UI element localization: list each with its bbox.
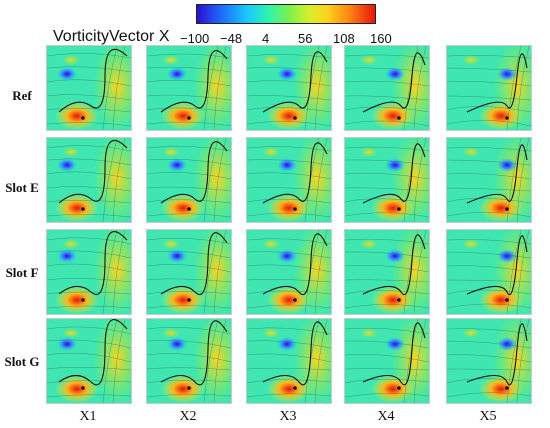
contour-panel (46, 229, 132, 315)
colorbar-tick: −100 (180, 31, 210, 46)
contour-panel (246, 229, 332, 315)
colorbar-title: VorticityVector X (53, 28, 170, 45)
contour-panel (46, 137, 132, 223)
column-label-x5: X5 (479, 409, 497, 424)
colorbar-tick: −48 (220, 31, 243, 46)
row-label-ref: Ref (12, 88, 32, 103)
row-label-slot-g: Slot G (4, 354, 40, 369)
contour-panel (146, 45, 232, 131)
row-label-slot-e: Slot E (5, 180, 39, 195)
column-label-x2: X2 (179, 409, 197, 424)
contour-panel (46, 318, 132, 404)
colorbar-tick: 108 (333, 31, 355, 46)
column-label-x1: X1 (79, 409, 97, 424)
colorbar-tick: 56 (298, 31, 313, 46)
contour-panel (146, 229, 232, 315)
contour-panel (146, 318, 232, 404)
contour-panel (246, 137, 332, 223)
colorbar (196, 4, 376, 24)
colorbar-tick: 160 (370, 31, 392, 46)
contour-panel (246, 45, 332, 131)
row-label-slot-f: Slot F (5, 265, 39, 280)
contour-panel (344, 45, 430, 131)
contour-panel (446, 318, 532, 404)
contour-panel (344, 229, 430, 315)
contour-panel (446, 229, 532, 315)
contour-panel (446, 137, 532, 223)
contour-panel (246, 318, 332, 404)
contour-panel (146, 137, 232, 223)
column-label-x3: X3 (279, 409, 297, 424)
colorbar-tick: 4 (262, 31, 270, 46)
column-label-x4: X4 (377, 409, 395, 424)
contour-panel (446, 45, 532, 131)
contour-panel (344, 137, 430, 223)
contour-panel (46, 45, 132, 131)
contour-panel (344, 318, 430, 404)
